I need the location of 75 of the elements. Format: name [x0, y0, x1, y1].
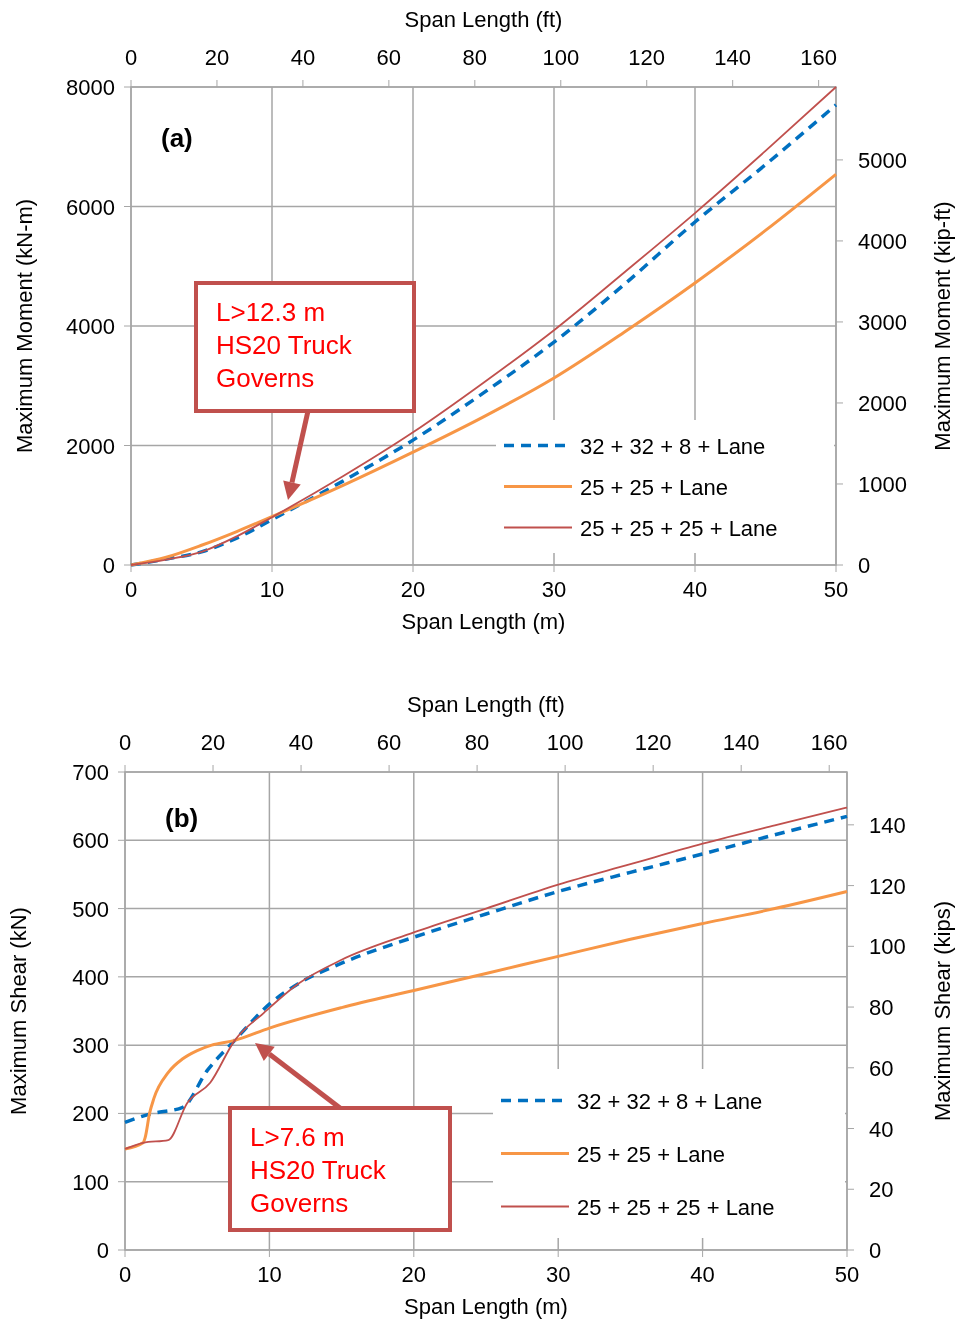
x-tick-label: 40: [690, 1262, 715, 1287]
y2-tick-label: 4000: [858, 228, 907, 254]
y2-tick-label: 120: [869, 873, 906, 899]
legend-label: 32 + 32 + 8 + Lane: [577, 1088, 763, 1114]
x2-tick-label: 120: [634, 730, 672, 755]
legend-label: 25 + 25 + 25 + Lane: [580, 515, 778, 541]
x2-tick-label: 120: [628, 45, 666, 70]
x2-tick-label: 160: [800, 45, 837, 70]
annotation: (b): [165, 803, 199, 833]
x-tick-label: 50: [823, 577, 849, 602]
y-tick-label: 2000: [66, 433, 115, 459]
x-tick-label: 10: [257, 1262, 282, 1287]
y2-tick-label: 100: [869, 934, 906, 960]
x-tick-label: 0: [124, 577, 138, 602]
x-tick-label: 50: [834, 1262, 860, 1287]
y-tick-label: 700: [72, 760, 109, 785]
y-axis-title: Maximum Shear (kN): [6, 907, 31, 1115]
y-tick-label: 6000: [66, 194, 115, 220]
x2-tick-label: 140: [722, 730, 760, 755]
x2-tick-label: 140: [714, 45, 752, 70]
y2-tick-label: 140: [869, 812, 906, 838]
x2-axis-title: Span Length (ft): [404, 7, 563, 32]
y-tick-label: 8000: [66, 75, 115, 100]
annotation: L>7.6 m HS20 Truck Governs: [250, 1122, 387, 1218]
y-tick-label: 0: [102, 553, 115, 578]
y-tick-label: 600: [72, 828, 109, 854]
x2-tick-label: 160: [810, 730, 848, 755]
x2-tick-label: 60: [376, 730, 402, 755]
x2-tick-label: 100: [546, 730, 584, 755]
y-tick-label: 100: [72, 1169, 109, 1195]
x2-tick-label: 20: [204, 45, 230, 70]
legend-label: 32 + 32 + 8 + Lane: [580, 433, 766, 459]
annotation: (a): [161, 123, 193, 153]
y2-tick-label: 1000: [858, 471, 907, 497]
y2-tick-label: 3000: [858, 309, 907, 335]
x-axis-title: Span Length (m): [404, 1294, 568, 1319]
y2-tick-label: 20: [869, 1177, 894, 1203]
annotation: L>12.3 m HS20 Truck Governs: [216, 297, 353, 393]
x-tick-label: 20: [400, 577, 426, 602]
y-tick-label: 4000: [66, 314, 115, 339]
x2-tick-label: 20: [200, 730, 226, 755]
x2-tick-label: 80: [462, 45, 488, 70]
legend-label: 25 + 25 + Lane: [577, 1141, 726, 1167]
x-tick-label: 20: [401, 1262, 427, 1287]
y2-tick-label: 60: [869, 1055, 894, 1081]
x-tick-label: 30: [541, 577, 567, 602]
y2-tick-label: 2000: [858, 390, 907, 416]
legend-label: 25 + 25 + 25 + Lane: [577, 1194, 775, 1220]
y2-axis-title: Maximum Moment (kip-ft): [930, 201, 955, 451]
x-tick-label: 40: [682, 577, 708, 602]
x2-axis-title: Span Length (ft): [407, 692, 565, 717]
y2-tick-label: 5000: [858, 147, 907, 173]
x-axis-title: Span Length (m): [401, 609, 566, 634]
y2-tick-label: 0: [869, 1238, 882, 1263]
y-tick-label: 0: [96, 1238, 109, 1263]
y-tick-label: 300: [72, 1033, 109, 1059]
x-tick-label: 30: [545, 1262, 571, 1287]
y2-axis-title: Maximum Shear (kips): [930, 900, 955, 1122]
x-tick-label: 10: [259, 577, 285, 602]
x2-tick-label: 0: [118, 730, 132, 755]
y-tick-label: 400: [72, 964, 109, 990]
y2-tick-label: 40: [869, 1116, 894, 1142]
y-axis-title: Maximum Moment (kN-m): [12, 198, 37, 454]
y-tick-label: 200: [72, 1101, 109, 1127]
x2-tick-label: 80: [464, 730, 490, 755]
x-tick-label: 0: [118, 1262, 132, 1287]
x2-tick-label: 100: [542, 45, 580, 70]
y2-tick-label: 80: [869, 995, 894, 1021]
x2-tick-label: 60: [376, 45, 402, 70]
x2-tick-label: 40: [288, 730, 314, 755]
y2-tick-label: 0: [858, 553, 871, 578]
legend-label: 25 + 25 + Lane: [580, 474, 729, 500]
x2-tick-label: 40: [290, 45, 316, 70]
x2-tick-label: 0: [124, 45, 138, 70]
y-tick-label: 500: [72, 896, 109, 922]
